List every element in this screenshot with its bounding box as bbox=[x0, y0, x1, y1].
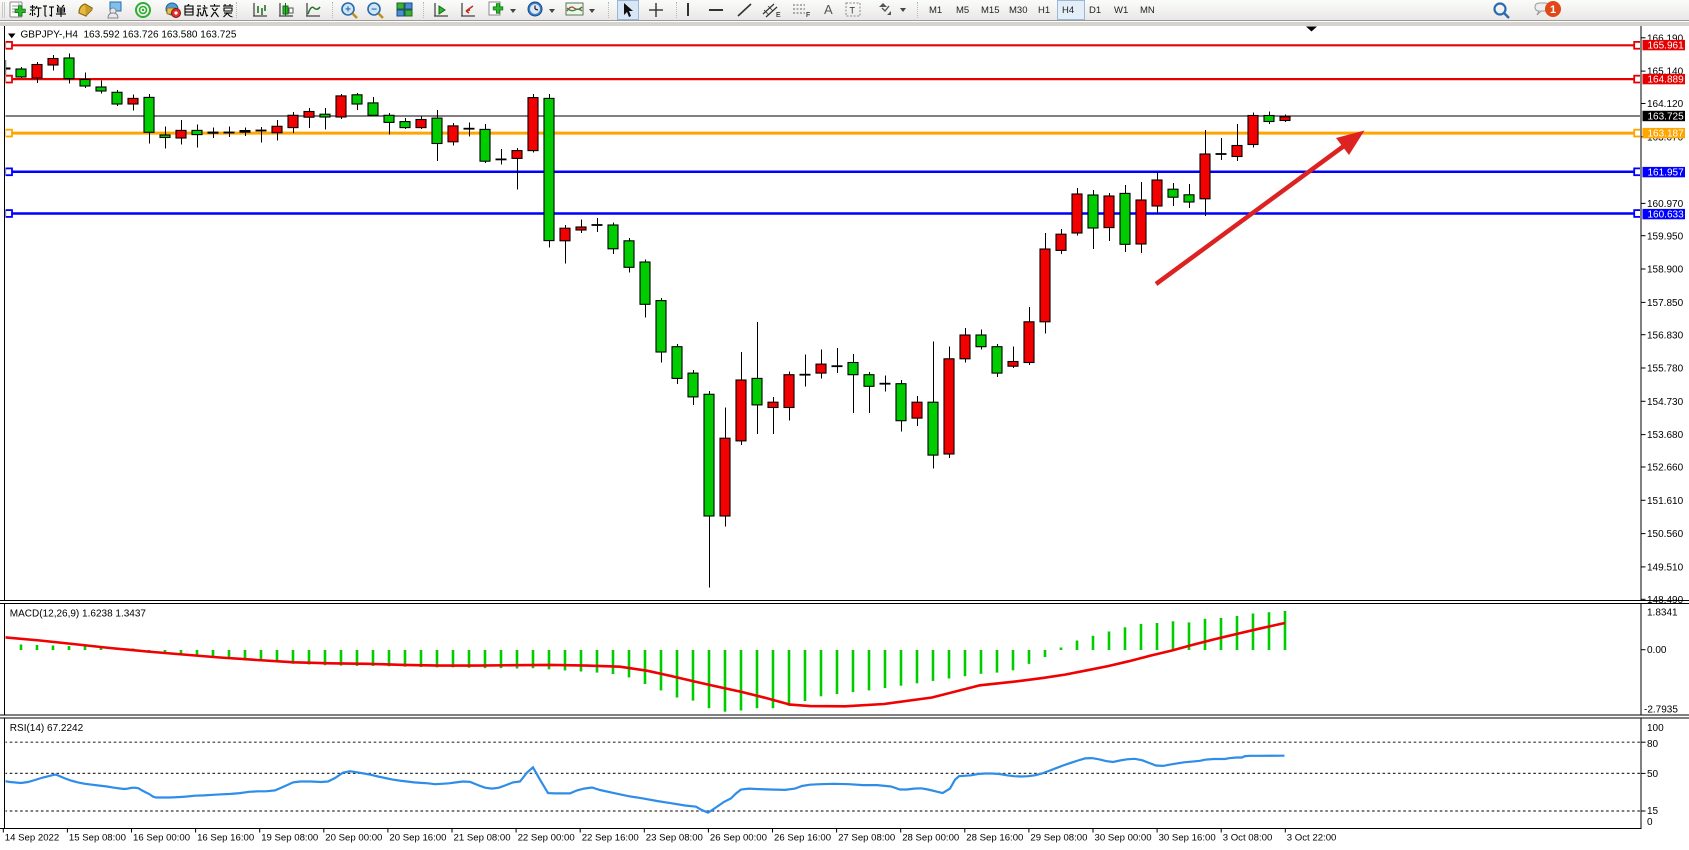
svg-text:26 Sep 16:00: 26 Sep 16:00 bbox=[774, 833, 831, 844]
svg-text:19 Sep 08:00: 19 Sep 08:00 bbox=[261, 833, 318, 844]
svg-text:MACD(12,26,9) 1.6238 1.3437: MACD(12,26,9) 1.6238 1.3437 bbox=[10, 609, 147, 620]
svg-text:−: − bbox=[371, 5, 377, 16]
svg-text:16 Sep 00:00: 16 Sep 00:00 bbox=[133, 833, 190, 844]
svg-text:165.961: 165.961 bbox=[1648, 41, 1685, 52]
svg-text:15 Sep 08:00: 15 Sep 08:00 bbox=[69, 833, 126, 844]
svg-text:-2.7935: -2.7935 bbox=[1644, 704, 1678, 715]
svg-text:28 Sep 00:00: 28 Sep 00:00 bbox=[902, 833, 959, 844]
svg-text:26 Sep 00:00: 26 Sep 00:00 bbox=[710, 833, 767, 844]
svg-text:14 Sep 2022: 14 Sep 2022 bbox=[5, 833, 59, 844]
svg-text:21 Sep 08:00: 21 Sep 08:00 bbox=[454, 833, 511, 844]
svg-text:157.850: 157.850 bbox=[1647, 298, 1684, 309]
svg-text:159.950: 159.950 bbox=[1647, 231, 1684, 242]
svg-text:165.140: 165.140 bbox=[1647, 67, 1684, 78]
svg-text:150.560: 150.560 bbox=[1647, 529, 1684, 540]
svg-text:29 Sep 08:00: 29 Sep 08:00 bbox=[1030, 833, 1087, 844]
svg-text:15: 15 bbox=[1647, 806, 1659, 817]
svg-text:28 Sep 16:00: 28 Sep 16:00 bbox=[966, 833, 1023, 844]
svg-text:166.190: 166.190 bbox=[1647, 33, 1684, 44]
svg-text:50: 50 bbox=[1647, 769, 1659, 780]
svg-text:T: T bbox=[850, 6, 856, 16]
svg-text:163.725: 163.725 bbox=[1648, 112, 1685, 123]
svg-text:20 Sep 00:00: 20 Sep 00:00 bbox=[325, 833, 382, 844]
svg-text:3 Oct 22:00: 3 Oct 22:00 bbox=[1287, 833, 1337, 844]
svg-text:163.187: 163.187 bbox=[1648, 129, 1685, 140]
svg-text:164.889: 164.889 bbox=[1648, 75, 1685, 86]
svg-text:80: 80 bbox=[1647, 739, 1659, 750]
svg-text:100: 100 bbox=[1647, 723, 1664, 734]
svg-text:164.120: 164.120 bbox=[1647, 99, 1684, 110]
svg-text:F: F bbox=[806, 12, 810, 18]
svg-text:E: E bbox=[776, 12, 781, 18]
svg-text:23 Sep 08:00: 23 Sep 08:00 bbox=[646, 833, 703, 844]
svg-text:20 Sep 16:00: 20 Sep 16:00 bbox=[389, 833, 446, 844]
svg-text:160.970: 160.970 bbox=[1647, 199, 1684, 210]
svg-text:151.610: 151.610 bbox=[1647, 496, 1684, 507]
svg-text:GBPJPY-,H4 163.592 163.726 16: GBPJPY-,H4 163.592 163.726 163.580 163.7… bbox=[21, 30, 237, 41]
svg-text:156.830: 156.830 bbox=[1647, 330, 1684, 341]
svg-text:154.730: 154.730 bbox=[1647, 397, 1684, 408]
svg-text:149.510: 149.510 bbox=[1647, 563, 1684, 574]
svg-text:16 Sep 16:00: 16 Sep 16:00 bbox=[197, 833, 254, 844]
svg-text:155.780: 155.780 bbox=[1647, 364, 1684, 375]
svg-text:30 Sep 00:00: 30 Sep 00:00 bbox=[1095, 833, 1152, 844]
svg-text:1.8341: 1.8341 bbox=[1647, 608, 1678, 619]
svg-text:30 Sep 16:00: 30 Sep 16:00 bbox=[1159, 833, 1216, 844]
svg-text:22 Sep 00:00: 22 Sep 00:00 bbox=[518, 833, 575, 844]
svg-text:+: + bbox=[345, 5, 351, 16]
svg-text:0: 0 bbox=[1647, 817, 1653, 828]
svg-text:RSI(14) 67.2242: RSI(14) 67.2242 bbox=[10, 723, 84, 734]
svg-text:3 Oct 08:00: 3 Oct 08:00 bbox=[1223, 833, 1273, 844]
svg-text:152.660: 152.660 bbox=[1647, 463, 1684, 474]
svg-text:158.900: 158.900 bbox=[1647, 265, 1684, 276]
svg-text:27 Sep 08:00: 27 Sep 08:00 bbox=[838, 833, 895, 844]
svg-text:153.680: 153.680 bbox=[1647, 430, 1684, 441]
svg-text:1: 1 bbox=[1550, 4, 1556, 16]
svg-text:0.00: 0.00 bbox=[1647, 645, 1667, 656]
svg-text:22 Sep 16:00: 22 Sep 16:00 bbox=[582, 833, 639, 844]
svg-text:161.957: 161.957 bbox=[1648, 168, 1685, 179]
svg-text:160.633: 160.633 bbox=[1648, 210, 1685, 221]
svg-text:148.490: 148.490 bbox=[1647, 595, 1684, 606]
